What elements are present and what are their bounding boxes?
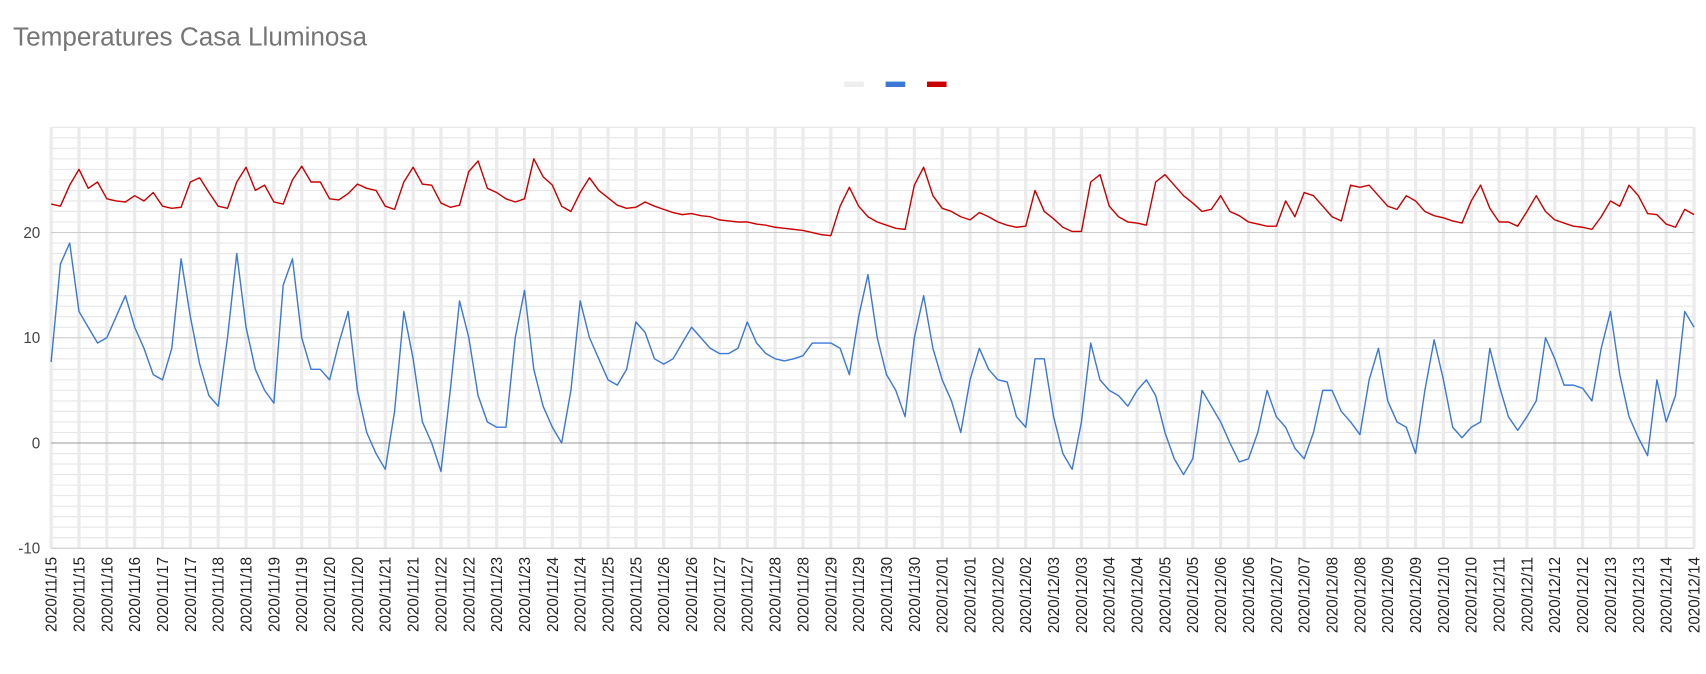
x-tick-label: 2020/12/05 xyxy=(1157,557,1174,633)
x-tick-label: 2020/11/22 xyxy=(433,557,450,632)
x-tick-label: 2020/12/12 xyxy=(1547,557,1564,633)
x-tick-label: 2020/11/21 xyxy=(406,557,423,632)
x-tick-label: 2020/12/11 xyxy=(1492,557,1509,632)
x-tick-label: 2020/12/06 xyxy=(1241,557,1258,633)
x-tick-label: 2020/12/09 xyxy=(1380,557,1397,633)
x-tick-label: 2020/11/23 xyxy=(517,557,534,632)
x-tick-label: 2020/12/06 xyxy=(1213,557,1230,633)
x-tick-label: 2020/11/16 xyxy=(99,557,116,632)
x-tick-label: 2020/11/26 xyxy=(656,557,673,632)
x-tick-label: 2020/11/16 xyxy=(127,557,144,632)
y-tick-label: 20 xyxy=(23,225,40,242)
x-tick-label: 2020/11/29 xyxy=(823,557,840,632)
x-tick-label: 2020/12/09 xyxy=(1408,557,1425,633)
y-tick-label: 10 xyxy=(23,330,40,347)
x-tick-label: 2020/12/14 xyxy=(1659,556,1676,633)
x-tick-label: 2020/11/25 xyxy=(600,557,617,632)
legend-swatch xyxy=(926,81,947,88)
x-tick-label: 2020/11/28 xyxy=(768,557,785,632)
x-tick-label: 2020/12/02 xyxy=(990,557,1007,633)
x-tick-label: 2020/11/24 xyxy=(545,556,562,632)
x-tick-label: 2020/11/22 xyxy=(461,557,478,632)
x-tick-label: 2020/11/30 xyxy=(879,557,896,632)
x-tick-label: 2020/11/30 xyxy=(907,557,924,632)
x-tick-label: 2020/11/26 xyxy=(684,557,701,632)
y-tick-label: 0 xyxy=(32,435,40,452)
x-tick-label: 2020/12/12 xyxy=(1575,557,1592,633)
line-series xyxy=(50,158,1695,237)
x-tick-label: 2020/12/07 xyxy=(1269,557,1286,633)
chart-title: Temperatures Casa Lluminosa xyxy=(13,22,367,52)
x-tick-label: 2020/11/19 xyxy=(266,557,283,632)
x-tick-label: 2020/12/14 xyxy=(1686,556,1703,633)
legend-swatch xyxy=(844,81,864,88)
x-tick-label: 2020/11/20 xyxy=(322,557,339,632)
x-tick-label: 2020/12/13 xyxy=(1631,557,1648,633)
x-tick-label: 2020/11/15 xyxy=(44,557,61,632)
x-tick-label: 2020/11/29 xyxy=(851,557,868,632)
x-tick-label: 2020/12/01 xyxy=(962,557,979,633)
x-tick-label: 2020/12/10 xyxy=(1464,557,1481,633)
x-tick-label: 2020/12/13 xyxy=(1603,557,1620,633)
x-tick-label: 2020/11/25 xyxy=(628,557,645,632)
x-tick-label: 2020/12/07 xyxy=(1297,557,1314,633)
line-series xyxy=(50,242,1695,476)
x-tick-label: 2020/11/23 xyxy=(489,557,506,632)
x-tick-label: 2020/12/10 xyxy=(1436,557,1453,633)
x-tick-label: 2020/12/11 xyxy=(1519,557,1536,632)
x-tick-label: 2020/12/04 xyxy=(1130,556,1147,633)
x-tick-label: 2020/11/18 xyxy=(238,557,255,632)
x-tick-label: 2020/12/03 xyxy=(1074,557,1091,633)
x-tick-label: 2020/12/08 xyxy=(1324,557,1341,633)
x-tick-label: 2020/11/17 xyxy=(183,557,200,632)
x-tick-label: 2020/11/27 xyxy=(740,557,757,632)
x-tick-label: 2020/11/20 xyxy=(350,557,367,632)
legend-swatch xyxy=(885,81,906,88)
y-tick-label: -10 xyxy=(18,541,40,558)
x-tick-label: 2020/12/04 xyxy=(1102,556,1119,633)
x-tick-label: 2020/12/02 xyxy=(1018,557,1035,633)
x-tick-label: 2020/12/03 xyxy=(1046,557,1063,633)
x-tick-label: 2020/12/08 xyxy=(1352,557,1369,633)
x-tick-label: 2020/11/17 xyxy=(155,557,172,632)
x-tick-label: 2020/12/01 xyxy=(935,557,952,633)
x-tick-label: 2020/11/21 xyxy=(378,557,395,632)
x-tick-label: 2020/11/19 xyxy=(294,557,311,632)
x-tick-label: 2020/12/05 xyxy=(1185,557,1202,633)
x-tick-label: 2020/11/27 xyxy=(712,557,729,632)
x-tick-label: 2020/11/15 xyxy=(71,557,88,632)
x-tick-label: 2020/11/18 xyxy=(211,557,228,632)
x-tick-label: 2020/11/24 xyxy=(573,556,590,632)
x-tick-label: 2020/11/28 xyxy=(795,557,812,632)
